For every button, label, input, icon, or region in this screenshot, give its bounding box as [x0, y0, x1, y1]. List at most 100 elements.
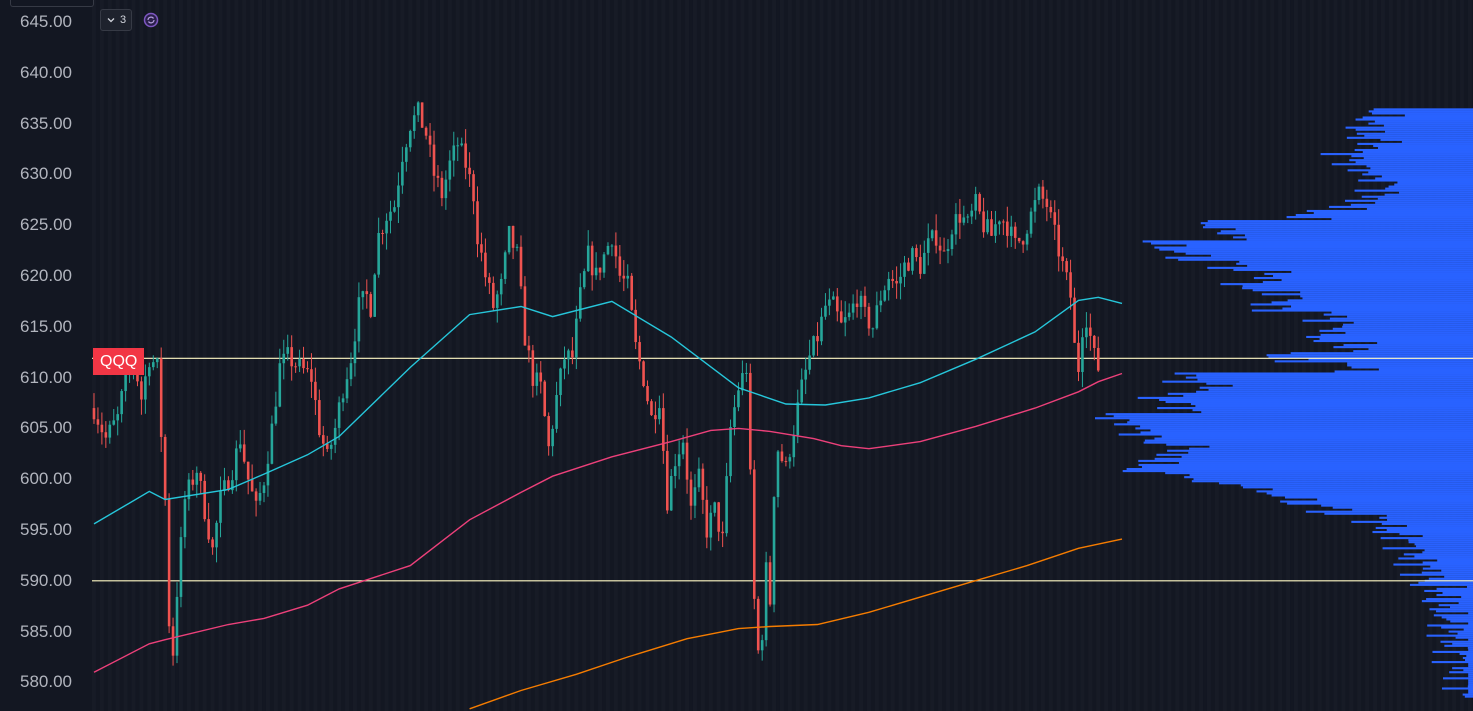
- volume-profile-bar: [1331, 163, 1473, 166]
- price-axis[interactable]: 645.00 640.00 635.00 630.00 625.00 620.00 615.…: [0, 0, 92, 711]
- ticker-badge[interactable]: QQQ: [93, 348, 145, 375]
- candle-body: [1033, 200, 1037, 212]
- volume-profile-bar: [1200, 222, 1473, 225]
- candle-body: [539, 372, 543, 382]
- volume-profile-bar: [1409, 583, 1473, 586]
- candle-body: [665, 450, 669, 511]
- volume-profile-bar: [1358, 179, 1473, 182]
- candle-body: [772, 497, 776, 605]
- volume-profile-bar: [1261, 293, 1473, 296]
- volume-profile-bar: [1334, 370, 1473, 373]
- time-stripe: [669, 0, 674, 711]
- volume-profile-bar: [1332, 506, 1473, 509]
- candle-body: [408, 130, 412, 148]
- candle-body: [911, 248, 914, 271]
- candle-body: [990, 219, 993, 236]
- volume-profile-bar: [1191, 480, 1473, 483]
- candle-body: [658, 408, 661, 420]
- candle-body: [598, 267, 602, 273]
- time-stripe: [1230, 0, 1235, 711]
- volume-profile-bar: [1184, 476, 1473, 479]
- top-panel-tab[interactable]: [10, 0, 94, 7]
- time-stripe: [313, 0, 318, 711]
- candle-body: [919, 257, 922, 274]
- volume-profile-bar: [1362, 150, 1473, 154]
- time-stripe: [226, 0, 231, 711]
- candles: [92, 101, 1100, 666]
- volume-profile-bar: [1467, 685, 1473, 688]
- volume-profile-bar: [1345, 199, 1473, 202]
- volume-profile-bar: [1353, 321, 1473, 324]
- candle-body: [499, 278, 503, 295]
- volume-profile-bar: [1253, 276, 1473, 280]
- volume-profile-bar: [1105, 413, 1473, 416]
- volume-profile-bar: [1205, 224, 1473, 227]
- candle-body: [1029, 211, 1033, 234]
- candle-body: [104, 432, 108, 438]
- time-stripe: [202, 0, 207, 711]
- candle-body: [792, 435, 796, 458]
- candle-body: [322, 435, 325, 444]
- candle-body: [1021, 241, 1025, 245]
- time-stripe: [1033, 0, 1037, 711]
- volume-profile-bar: [1382, 547, 1473, 550]
- candle-body: [970, 210, 974, 217]
- candle-body: [511, 225, 515, 248]
- candle-body: [274, 406, 278, 424]
- candle-body: [108, 424, 112, 438]
- volume-profile-bar: [1375, 201, 1473, 204]
- candle-body: [974, 194, 977, 211]
- candle-body: [610, 245, 614, 247]
- candle-body: [353, 341, 357, 364]
- volume-profile-bar: [1385, 130, 1473, 133]
- candle-body: [219, 490, 222, 523]
- candle-body: [851, 303, 855, 313]
- volume-profile-bar: [1406, 524, 1473, 527]
- candle-body: [618, 256, 622, 276]
- candle-body: [151, 362, 155, 368]
- candle-body: [828, 299, 831, 306]
- time-stripe: [835, 0, 840, 711]
- volume-profile-bar: [1441, 616, 1473, 619]
- volume-profile-bar: [1441, 569, 1473, 572]
- volume-profile-bar: [1468, 612, 1473, 615]
- time-stripe: [795, 0, 800, 711]
- volume-profile-bar: [1386, 514, 1473, 517]
- time-stripe: [171, 0, 176, 711]
- volume-profile-bar: [1262, 281, 1473, 284]
- y-axis-tick-label: 625.00: [20, 215, 72, 235]
- volume-profile-bar: [1332, 327, 1473, 330]
- volume-profile-bar: [1189, 474, 1473, 477]
- volume-profile-bar: [1183, 394, 1473, 397]
- candle-body: [768, 562, 772, 605]
- volume-profile-bar: [1375, 526, 1473, 530]
- volume-profile-bar: [1347, 364, 1473, 367]
- volume-profile-bar: [1114, 423, 1473, 426]
- time-stripe: [1167, 0, 1172, 711]
- candle-body: [266, 463, 270, 486]
- volume-profile-bar: [1190, 402, 1473, 406]
- volume-profile-bar: [1421, 600, 1473, 603]
- time-stripe: [337, 0, 342, 711]
- volume-profile-bar: [1137, 396, 1473, 399]
- y-axis-tick-label: 595.00: [20, 520, 72, 539]
- volume-profile-bar: [1165, 472, 1473, 475]
- candle-body: [159, 358, 163, 437]
- candle-body: [492, 282, 495, 308]
- volume-profile-bar: [1442, 591, 1473, 595]
- volume-profile-bar: [1345, 126, 1473, 129]
- time-stripe: [1262, 0, 1267, 711]
- volume-profile-bar: [1308, 358, 1473, 361]
- candle-body: [590, 245, 594, 276]
- volume-profile-bar: [1239, 260, 1473, 263]
- collapse-indicators-button[interactable]: 3: [100, 9, 133, 31]
- time-stripe: [938, 0, 943, 711]
- candle-body: [638, 342, 641, 362]
- candle-body: [290, 347, 293, 367]
- sync-icon[interactable]: [142, 11, 160, 29]
- candle-body: [270, 423, 274, 464]
- time-stripe: [210, 0, 215, 711]
- time-stripe: [408, 0, 413, 711]
- volume-profile-bar: [1361, 195, 1473, 198]
